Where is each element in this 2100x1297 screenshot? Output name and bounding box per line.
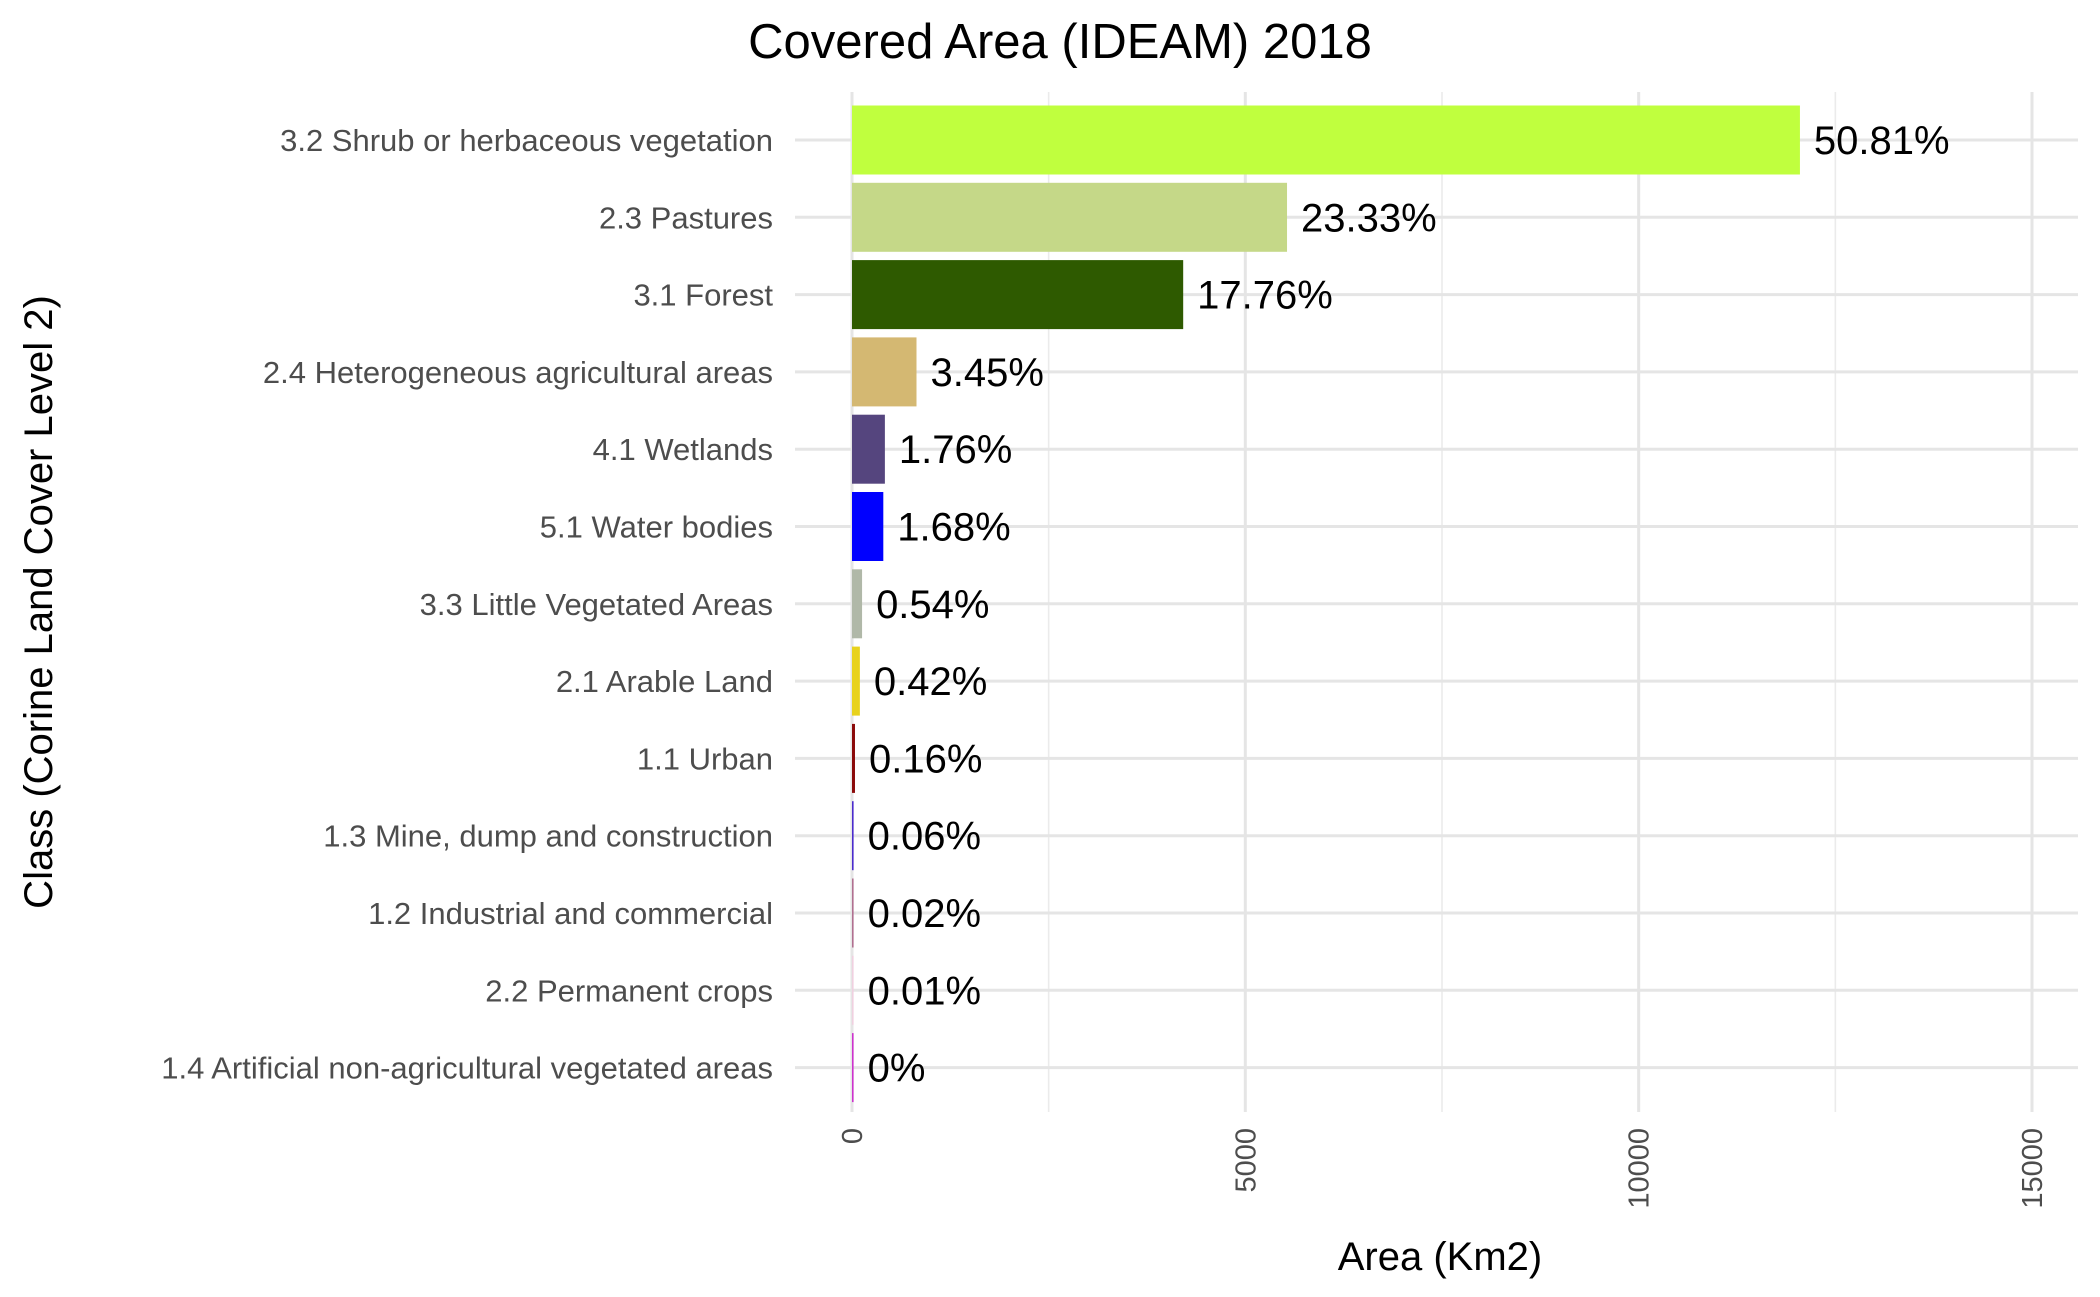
bar bbox=[852, 105, 1800, 175]
bar bbox=[852, 414, 885, 484]
data-label: 0.06% bbox=[868, 815, 981, 859]
bar bbox=[852, 955, 854, 1025]
bar bbox=[852, 723, 855, 793]
data-label: 50.81% bbox=[1814, 119, 1950, 163]
data-label: 1.68% bbox=[897, 506, 1010, 550]
bar bbox=[852, 337, 917, 407]
category-label: 2.2 Permanent crops bbox=[485, 973, 773, 1008]
data-label: 0.16% bbox=[869, 737, 982, 781]
category-label: 2.3 Pastures bbox=[599, 200, 773, 235]
x-axis-title: Area (Km2) bbox=[1338, 1235, 1543, 1279]
data-label: 0.02% bbox=[868, 892, 981, 936]
data-label: 0% bbox=[868, 1047, 926, 1091]
category-label: 3.2 Shrub or herbaceous vegetation bbox=[280, 123, 773, 158]
category-labels: 3.2 Shrub or herbaceous vegetation 2.3 Pa… bbox=[161, 123, 773, 1086]
category-label: 1.1 Urban bbox=[637, 741, 773, 776]
data-labels: 50.81% 23.33% 17.76% 3.45% 1.76% 1.68% 0.54% 0.… bbox=[868, 119, 1950, 1091]
bar bbox=[852, 492, 884, 561]
category-label: 3.1 Forest bbox=[633, 278, 773, 313]
data-label: 0.01% bbox=[868, 969, 981, 1013]
x-tick-label: 10000 bbox=[1624, 1128, 1656, 1209]
category-label: 2.1 Arable Land bbox=[556, 664, 773, 699]
data-label: 17.76% bbox=[1197, 274, 1333, 318]
category-label: 1.4 Artificial non-agricultural vegetate… bbox=[161, 1051, 773, 1086]
data-label: 0.42% bbox=[874, 660, 987, 704]
x-tick-labels: 0 5000 10000 15000 bbox=[837, 1128, 2049, 1209]
data-label: 0.54% bbox=[876, 583, 989, 627]
bar bbox=[852, 878, 854, 948]
category-label: 3.3 Little Vegetated Areas bbox=[420, 587, 773, 622]
x-tick-label: 5000 bbox=[1230, 1128, 1262, 1193]
bars bbox=[852, 105, 1800, 1103]
data-label: 1.76% bbox=[899, 428, 1012, 472]
bar bbox=[852, 801, 854, 871]
bar bbox=[852, 182, 1288, 252]
grid bbox=[795, 92, 2078, 1112]
category-label: 1.3 Mine, dump and construction bbox=[323, 819, 773, 854]
x-tick-label: 15000 bbox=[2017, 1128, 2049, 1209]
bar bbox=[852, 260, 1184, 330]
data-label: 23.33% bbox=[1301, 196, 1437, 240]
bar bbox=[852, 1033, 854, 1103]
category-label: 2.4 Heterogeneous agricultural areas bbox=[263, 355, 773, 390]
y-axis-title: Class (Corine Land Cover Level 2) bbox=[17, 295, 61, 909]
bar bbox=[852, 646, 860, 716]
bar bbox=[852, 569, 863, 639]
category-label: 1.2 Industrial and commercial bbox=[368, 896, 773, 931]
x-tick-label: 0 bbox=[837, 1128, 869, 1144]
data-label: 3.45% bbox=[931, 351, 1044, 395]
category-label: 4.1 Wetlands bbox=[593, 432, 773, 467]
chart-title: Covered Area (IDEAM) 2018 bbox=[748, 15, 1372, 69]
category-label: 5.1 Water bodies bbox=[540, 510, 773, 545]
